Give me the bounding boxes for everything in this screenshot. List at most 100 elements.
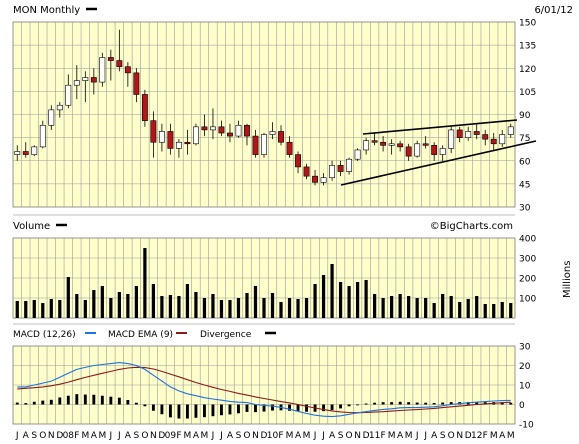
volume-bar bbox=[483, 304, 487, 318]
volume-axis-labels: 400 300 200 100 bbox=[519, 235, 536, 305]
volume-bar bbox=[441, 294, 445, 318]
divergence-label: Divergence bbox=[200, 330, 252, 340]
divergence-bar bbox=[58, 397, 62, 405]
x-tick-label: S bbox=[134, 431, 140, 441]
x-tick-label: F bbox=[381, 431, 386, 441]
macd-grid bbox=[13, 346, 515, 424]
volume-bar bbox=[304, 298, 309, 318]
candle-body bbox=[448, 129, 455, 149]
x-tick-label: O bbox=[448, 431, 455, 441]
y-tick-label: 400 bbox=[519, 235, 536, 245]
volume-bar bbox=[126, 294, 130, 318]
volume-title: Volume bbox=[13, 221, 50, 232]
divergence-bar bbox=[92, 394, 96, 405]
volume-bar bbox=[41, 303, 45, 318]
x-tick-label: 12 bbox=[471, 431, 482, 441]
macd-lines bbox=[17, 362, 511, 418]
candle-body bbox=[431, 145, 438, 155]
volume-bar bbox=[253, 286, 258, 318]
x-axis-labels: J A S O N D 08 F M A M J J A S O N D 09 F M A M J J A S O N D 10 F M A M J J… bbox=[15, 431, 515, 441]
volume-bar bbox=[390, 296, 394, 318]
x-tick-label: J bbox=[211, 431, 215, 441]
divergence-bar bbox=[228, 404, 232, 415]
x-tick-label: M bbox=[98, 431, 106, 441]
candle-body bbox=[227, 132, 233, 137]
candle-body bbox=[175, 141, 182, 149]
candle-body bbox=[303, 166, 310, 177]
candle-body bbox=[184, 141, 191, 145]
candle-body bbox=[320, 177, 327, 183]
volume-bar bbox=[338, 282, 343, 318]
upper-trendline bbox=[362, 119, 518, 135]
divergence-bar bbox=[41, 400, 45, 405]
candle-body bbox=[278, 131, 284, 143]
x-tick-label: 08 bbox=[63, 431, 75, 441]
divergence-bar bbox=[322, 404, 326, 412]
macd-axis-labels: 30 20 10 0 -10 bbox=[519, 343, 534, 431]
divergence-bar bbox=[475, 402, 479, 405]
divergence-bar bbox=[373, 402, 377, 405]
x-tick-label: N bbox=[456, 431, 463, 441]
candle-body bbox=[286, 141, 293, 155]
x-tick-label: F bbox=[176, 431, 181, 441]
divergence-bar bbox=[211, 404, 215, 417]
volume-bar bbox=[296, 299, 300, 318]
x-tick-label: J bbox=[117, 431, 121, 441]
volume-bar bbox=[458, 302, 462, 318]
x-tick-label: A bbox=[227, 431, 234, 441]
divergence-bar bbox=[143, 404, 147, 407]
divergence-bar bbox=[168, 404, 172, 418]
divergence-bar bbox=[100, 395, 104, 405]
macd-ema-line bbox=[17, 362, 511, 418]
divergence-bar bbox=[271, 404, 274, 411]
candle-body bbox=[82, 77, 89, 81]
x-tick-label: O bbox=[346, 431, 353, 441]
divergence-bar bbox=[449, 402, 453, 405]
divergence-bar bbox=[364, 403, 368, 405]
volume-bar bbox=[228, 300, 232, 318]
candle-body bbox=[354, 149, 361, 160]
volume-bar bbox=[211, 294, 215, 318]
candle-body bbox=[397, 143, 404, 148]
volume-bars bbox=[15, 248, 513, 318]
volume-bar bbox=[236, 298, 241, 318]
volume-bar bbox=[424, 298, 428, 318]
volume-unit-label: Millions bbox=[562, 261, 573, 298]
volume-bar bbox=[279, 302, 283, 318]
divergence-bar bbox=[398, 401, 402, 405]
candle-body bbox=[235, 124, 242, 137]
x-tick-label: M bbox=[405, 431, 413, 441]
y-tick-label: 105 bbox=[519, 88, 536, 98]
x-tick-label: D bbox=[158, 431, 165, 441]
volume-bar bbox=[134, 286, 138, 318]
y-tick-label: 60 bbox=[519, 157, 531, 167]
x-tick-label: M bbox=[184, 431, 192, 441]
chart-date: 6/01/12 bbox=[534, 5, 573, 16]
volume-bar bbox=[432, 303, 436, 318]
candle-body bbox=[371, 140, 378, 143]
candle-body bbox=[295, 154, 301, 168]
lower-trendline bbox=[340, 140, 537, 186]
divergence-bar bbox=[356, 404, 360, 406]
candle-body bbox=[414, 143, 421, 157]
divergence-bar bbox=[254, 404, 257, 413]
volume-bar bbox=[364, 280, 368, 318]
macd-ema-label: MACD EMA (9) bbox=[108, 330, 173, 340]
candle-body bbox=[133, 72, 140, 95]
y-tick-label: 135 bbox=[519, 42, 536, 52]
volume-bar bbox=[75, 294, 79, 318]
x-tick-label: J bbox=[313, 431, 317, 441]
candle-body bbox=[439, 148, 446, 155]
x-tick-label: M bbox=[201, 431, 209, 441]
x-tick-label: M bbox=[81, 431, 89, 441]
y-tick-label: 10 bbox=[519, 382, 531, 392]
x-tick-label: N bbox=[354, 431, 361, 441]
y-tick-label: 0 bbox=[519, 401, 525, 411]
divergence-bar bbox=[237, 404, 240, 414]
x-tick-label: N bbox=[150, 431, 157, 441]
candle-body bbox=[56, 104, 63, 111]
volume-bar bbox=[245, 293, 249, 318]
candle-body bbox=[405, 146, 412, 157]
divergence-bar bbox=[262, 404, 266, 412]
